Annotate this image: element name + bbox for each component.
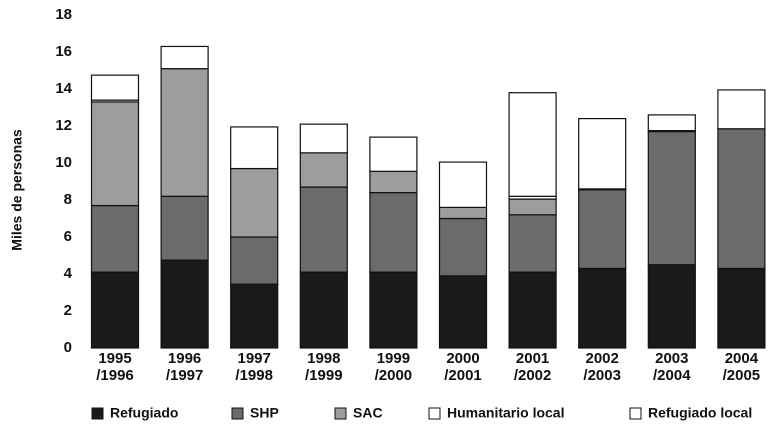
bar-segment [160,195,209,261]
bar-segment [438,217,488,277]
bar-segment [299,123,348,154]
bar-segment [230,126,279,170]
bar-segment [369,271,418,349]
bar-segment [369,192,418,273]
y-tick-label: 16 [55,43,72,60]
y-tick-label: 18 [55,6,72,23]
bar-segment [717,267,766,349]
bar-segment [160,68,209,197]
bar-segment [647,114,696,132]
legend-label: SAC [353,405,383,421]
bar-segment [90,74,140,101]
bar-segment [160,45,209,70]
legend-swatch [91,407,104,420]
x-tick-label: 2000 /2001 [444,350,482,384]
bar-segment [299,152,348,188]
bar-segment [578,267,627,349]
bar-segment [90,271,140,349]
legend-swatch [231,407,244,420]
x-tick-label: 1995 /1996 [96,350,134,384]
bar-segment [717,128,766,270]
bar-segment [717,89,766,130]
bar-segment [230,283,279,349]
y-tick-label: 6 [64,228,72,245]
x-tick-label: 2003 /2004 [653,350,691,384]
bar-segment [438,161,488,208]
y-tick-label: 8 [64,191,72,208]
bar-segment [508,92,557,197]
bar-segment [369,136,418,172]
y-axis-label: Miles de personas [9,129,25,251]
bar-segment [578,117,627,190]
bar-segment [369,170,418,194]
y-tick-label: 0 [64,339,72,356]
x-tick-label: 1997 /1998 [235,350,273,384]
legend-label: SHP [250,405,279,421]
bar-segment [230,236,279,285]
bar-segment [508,271,557,349]
x-tick-label: 1998 /1999 [305,350,343,384]
y-tick-label: 14 [55,80,72,97]
legend-swatch [629,407,642,420]
y-tick-label: 10 [55,154,72,171]
x-tick-label: 2001 /2002 [513,350,552,384]
bar-segment [508,198,557,216]
bar-segment [578,189,627,270]
x-tick-label: 2002 /2003 [583,350,621,384]
bar-segment [230,167,279,238]
bar-segment [647,130,696,266]
legend-swatch [428,407,441,420]
legend-label: Refugiado [110,405,178,421]
y-tick-label: 4 [64,265,73,282]
bar-segment [90,204,140,273]
x-tick-label: 2004 /2005 [722,350,761,384]
x-tick-label: 1999 /2000 [374,350,413,384]
y-tick-label: 12 [55,117,72,134]
bar-segment [438,206,488,220]
bar-segment [90,101,140,207]
bar-segment [508,214,557,273]
legend-swatch [334,407,347,420]
bar-segment [647,264,696,349]
bar-segment [299,271,348,349]
bar-segment [438,275,488,349]
legend-label: Refugiado local [648,405,752,421]
legend-label: Humanitario local [447,405,564,421]
bar-segment [299,186,348,273]
y-tick-label: 2 [64,302,72,319]
x-tick-label: 1996 /1997 [165,350,204,384]
bar-segment [160,259,209,349]
